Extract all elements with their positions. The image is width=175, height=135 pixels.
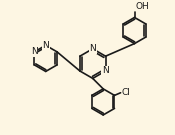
Text: N: N xyxy=(42,41,49,50)
Text: OH: OH xyxy=(135,2,149,11)
Text: Cl: Cl xyxy=(121,88,130,97)
Text: N: N xyxy=(31,47,38,56)
Text: N: N xyxy=(102,67,109,75)
Text: N: N xyxy=(89,44,96,53)
